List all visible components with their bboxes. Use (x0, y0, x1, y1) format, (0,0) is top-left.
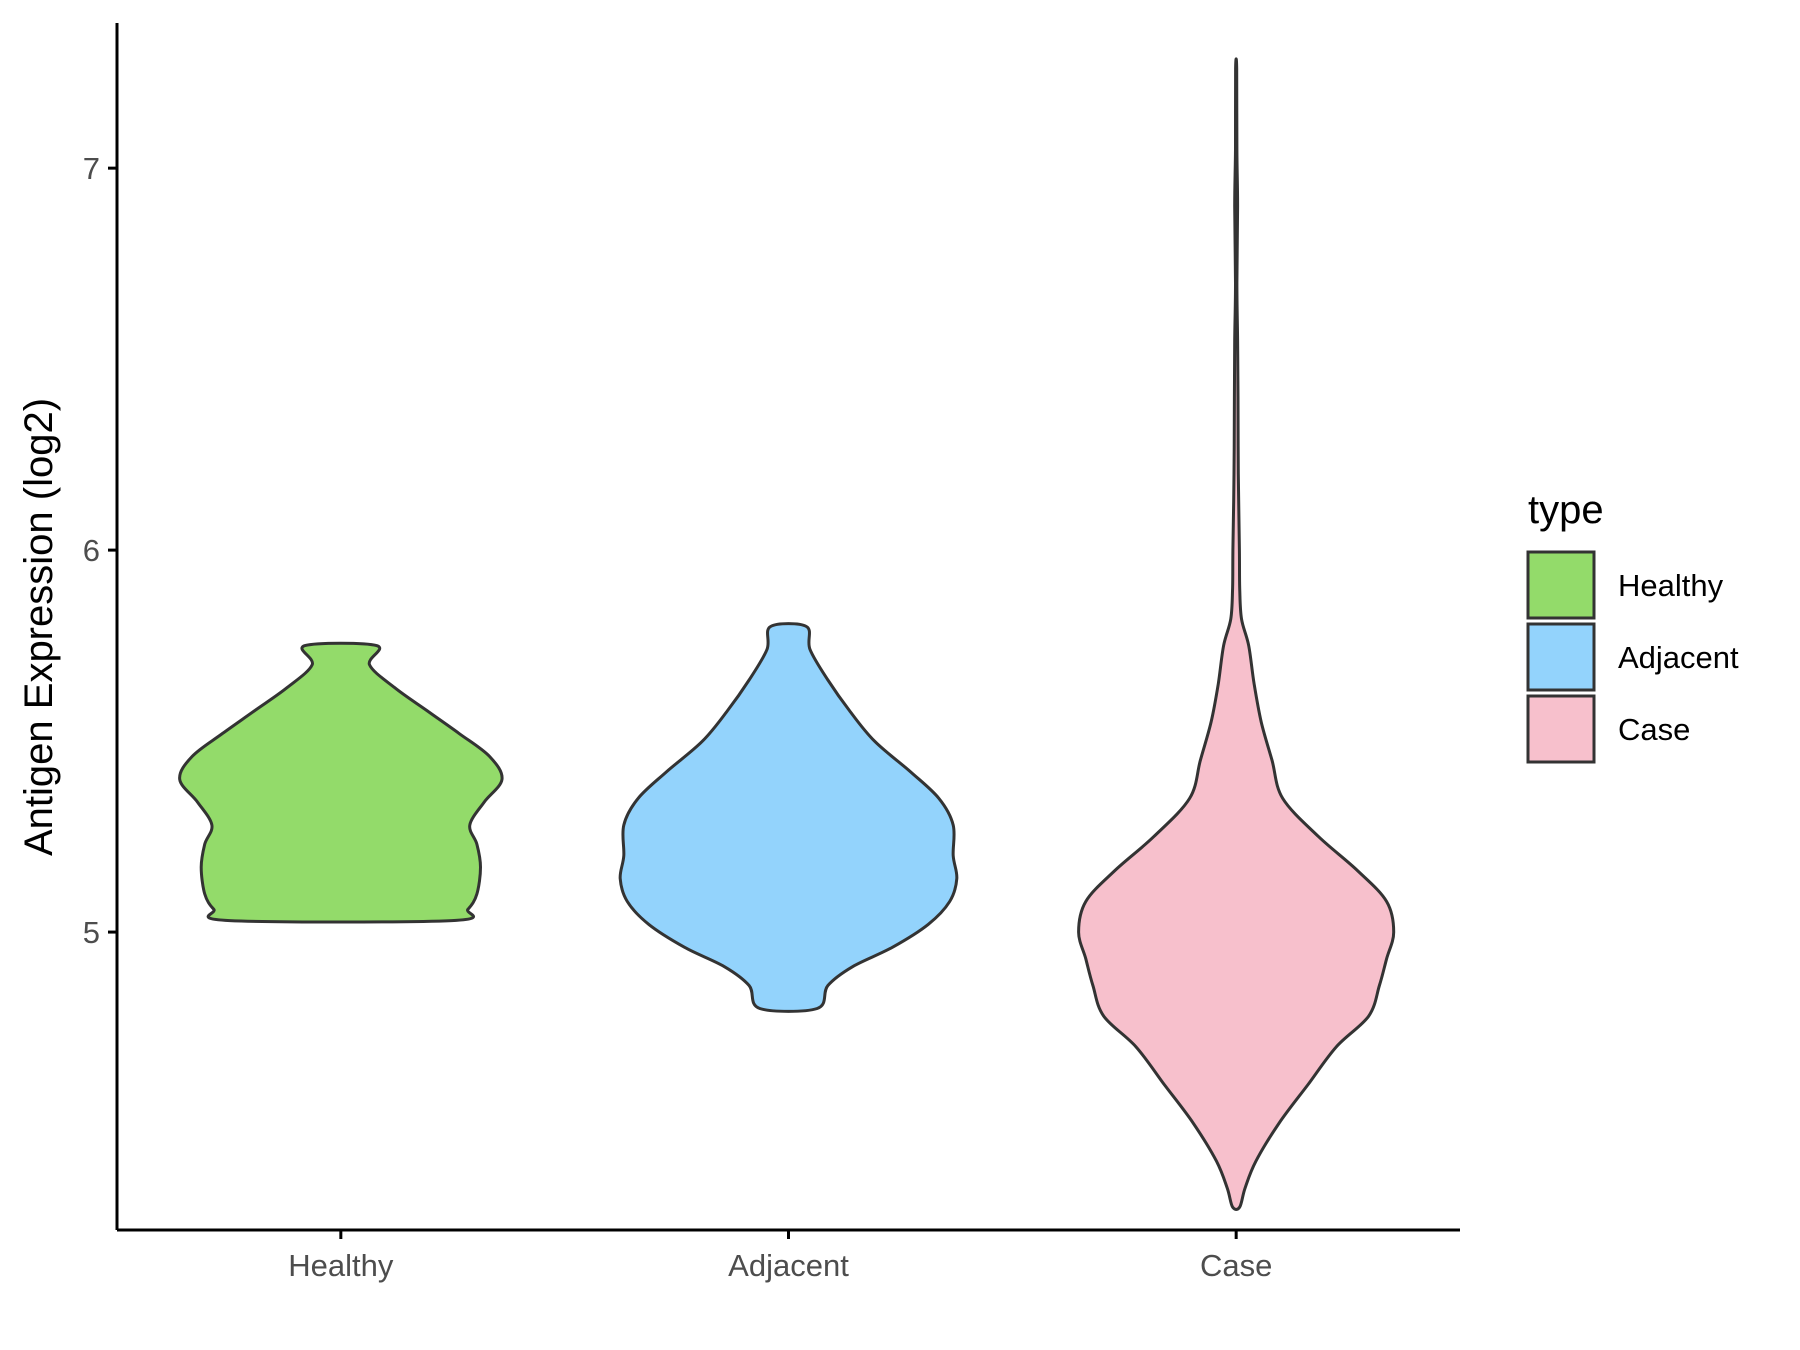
violin-case (1077, 57, 1396, 1211)
y-tick-label: 7 (83, 151, 100, 186)
legend-entries: Healthy Adjacent Case (1526, 550, 1739, 764)
x-tick-label-adjacent: Adjacent (728, 1248, 849, 1283)
legend-label-adjacent: Adjacent (1618, 640, 1739, 675)
x-tick-label-case: Case (1200, 1248, 1272, 1283)
violin-adjacent (618, 622, 959, 1013)
legend-key-case (1526, 694, 1596, 764)
x-tick-label-healthy: Healthy (288, 1248, 394, 1283)
legend-label-case: Case (1618, 712, 1690, 747)
y-ticks-group: 5 6 7 (83, 151, 117, 950)
legend: type Healthy Adjacent Case (1526, 488, 1739, 764)
legend-label-healthy: Healthy (1618, 568, 1724, 603)
x-ticks-group: Healthy Adjacent Case (288, 1230, 1272, 1283)
legend-key-healthy (1526, 550, 1596, 620)
legend-key-adjacent (1526, 622, 1596, 692)
violin-healthy (178, 641, 504, 924)
y-tick-label: 5 (83, 915, 100, 950)
y-axis-title: Antigen Expression (log2) (17, 398, 61, 856)
legend-title: type (1528, 488, 1604, 532)
violins-group (178, 57, 1396, 1211)
y-tick-label: 6 (83, 533, 100, 568)
